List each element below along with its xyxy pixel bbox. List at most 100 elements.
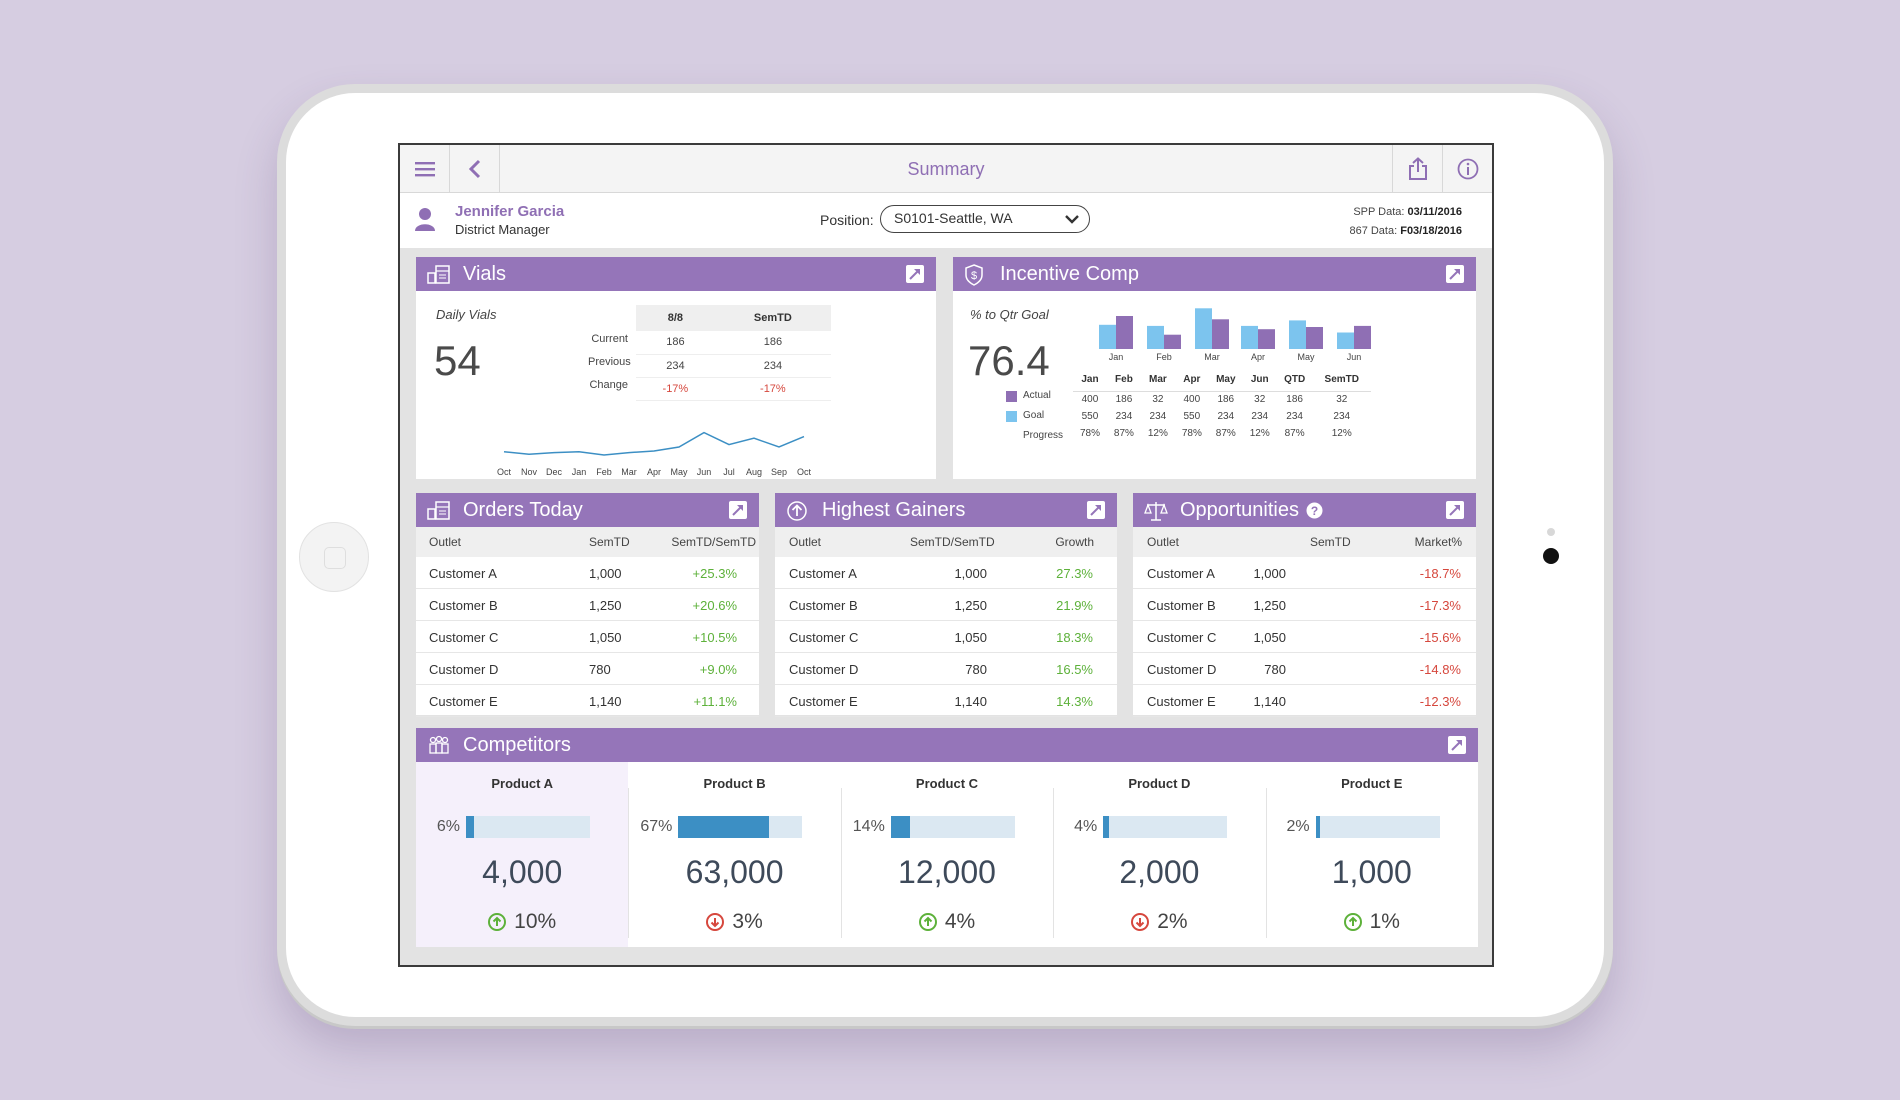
col-header: Jun (1242, 369, 1277, 392)
col-header: SemTD/SemTD (671, 535, 756, 549)
svg-text:?: ? (1311, 504, 1318, 518)
delta-cell: +10.5% (692, 630, 737, 645)
share-bar-fill (1315, 816, 1320, 838)
delta-cell: +9.0% (699, 662, 737, 677)
table-row[interactable]: Customer C 1,050 -15.6% (1133, 621, 1476, 653)
help-icon[interactable]: ? (1306, 502, 1323, 519)
share-bar (678, 816, 803, 838)
expand-arrow-icon (732, 505, 743, 516)
shield-dollar-icon: $ (965, 264, 983, 286)
cell: 186 (1115, 394, 1133, 406)
gainers-title: Highest Gainers (822, 499, 966, 521)
cell: 186 (1286, 394, 1303, 406)
vials-panel: Vials Daily Vials 54 Current Previous Ch… (416, 257, 936, 479)
col-header: Market% (1414, 535, 1462, 549)
row-label-previous: Previous (588, 356, 631, 368)
home-button[interactable] (299, 522, 369, 592)
x-tick-label: Oct (797, 467, 812, 477)
incentive-expand-button[interactable] (1446, 265, 1464, 283)
position-select[interactable]: S0101-Seattle, WA (880, 205, 1090, 233)
product-change: 10% (416, 910, 628, 934)
competitors-title: Competitors (463, 734, 571, 756)
vials-header: Vials (416, 257, 936, 291)
product-value: 4,000 (482, 854, 563, 890)
value-cell: 1,050 (954, 630, 987, 645)
change-value: 4% (944, 910, 976, 933)
table-row[interactable]: Customer C 1,050 18.3% (775, 621, 1117, 653)
delta-cell: 14.3% (1056, 694, 1093, 709)
x-tick-label: Jan (572, 467, 587, 477)
value-cell: 1,050 (1253, 630, 1286, 645)
outlet-name: Customer B (429, 598, 498, 613)
camera-lens (1543, 548, 1559, 564)
col-header: SemTD (714, 305, 831, 331)
user-bar: Jennifer Garcia District Manager Positio… (400, 193, 1492, 248)
opportunities-title: Opportunities (1180, 499, 1299, 521)
col-header: SemTD/SemTD (910, 535, 995, 549)
row-label-current: Current (591, 333, 628, 345)
col-header: Outlet (429, 535, 462, 549)
cell: 12% (1331, 428, 1352, 439)
people-group-icon (429, 735, 449, 754)
table-row[interactable]: Customer A 1,000 +25.3% (416, 557, 759, 589)
vials-expand-button[interactable] (906, 265, 924, 283)
product-change: 1% (1266, 910, 1478, 934)
table-row[interactable]: Customer B 1,250 -17.3% (1133, 589, 1476, 621)
outlet-name: Customer C (789, 630, 859, 645)
table-row[interactable]: Customer E 1,140 +11.1% (416, 685, 759, 717)
product-name: Product A (491, 776, 554, 791)
table-row[interactable]: Customer B 1,250 +20.6% (416, 589, 759, 621)
legend-actual: Actual (1023, 390, 1051, 401)
arrow-up-circle-icon (488, 913, 507, 931)
value-cell: 1,250 (589, 598, 622, 613)
value-cell: 1,140 (954, 694, 987, 709)
table-row[interactable]: Customer A 1,000 -18.7% (1133, 557, 1476, 589)
share-percent: 4% (1074, 818, 1098, 835)
info-button[interactable] (1442, 145, 1492, 193)
table-row[interactable]: Customer A 1,000 27.3% (775, 557, 1117, 589)
competitor-card[interactable]: Product D 4% 2,000 2% (1053, 762, 1265, 947)
competitor-card[interactable]: Product B 67% 63,000 3% (628, 762, 840, 947)
cell: 234 (1115, 411, 1133, 422)
pill-bottle-icon (427, 501, 450, 520)
table-row[interactable]: Customer D 780 +9.0% (416, 653, 759, 685)
expand-arrow-icon (1449, 505, 1460, 516)
incentive-table: Jan Feb Mar Apr May Jun QTD SemTD 400 186 32 400 186… (1073, 369, 1371, 442)
competitor-card[interactable]: Product E 2% 1,000 1% (1266, 762, 1478, 947)
competitors-expand-button[interactable] (1448, 736, 1466, 754)
competitor-card[interactable]: Product A 6% 4,000 10% (416, 762, 629, 947)
table-row[interactable]: Customer D 780 -14.8% (1133, 653, 1476, 685)
vials-line-chart: Oct Nov Dec Jan Feb Mar Apr May Jun Jul Aug Sep Oct (497, 431, 812, 477)
table-row[interactable]: Customer C 1,050 +10.5% (416, 621, 759, 653)
column-divider (1053, 788, 1055, 938)
col-header: Mar (1140, 369, 1175, 392)
outlet-name: Customer D (789, 662, 859, 677)
bar-goal (1241, 325, 1258, 349)
table-row[interactable]: Customer D 780 16.5% (775, 653, 1117, 685)
product-value: 2,000 (1119, 854, 1200, 890)
share-percent: 2% (1286, 818, 1310, 835)
d867-date: F03/18/2016 (1400, 225, 1462, 237)
orders-header: Orders Today (416, 493, 759, 527)
incentive-panel: $ Incentive Comp % to Qtr Goal 76.4 Actu… (953, 257, 1476, 479)
opportunities-list-header: Outlet SemTD Market% (1133, 527, 1476, 557)
svg-text:$: $ (971, 270, 977, 282)
cell: 12% (1147, 428, 1168, 439)
page-title: Summary (907, 159, 985, 179)
user-name: Jennifer Garcia (455, 203, 565, 220)
table-row[interactable]: Customer E 1,140 -12.3% (1133, 685, 1476, 717)
cell: 32 (1254, 394, 1266, 406)
competitor-card[interactable]: Product C 14% 12,000 4% (841, 762, 1053, 947)
share-button[interactable] (1392, 145, 1442, 193)
delta-cell: +11.1% (693, 694, 738, 709)
product-name: Product B (703, 776, 766, 791)
opportunities-expand-button[interactable] (1446, 501, 1464, 519)
orders-expand-button[interactable] (729, 501, 747, 519)
back-button[interactable] (450, 145, 500, 193)
arrow-down-circle-icon (1131, 913, 1150, 931)
table-row[interactable]: Customer E 1,140 14.3% (775, 685, 1117, 717)
cell: 87% (1284, 428, 1305, 439)
gainers-expand-button[interactable] (1087, 501, 1105, 519)
table-row[interactable]: Customer B 1,250 21.9% (775, 589, 1117, 621)
menu-button[interactable] (400, 145, 450, 193)
